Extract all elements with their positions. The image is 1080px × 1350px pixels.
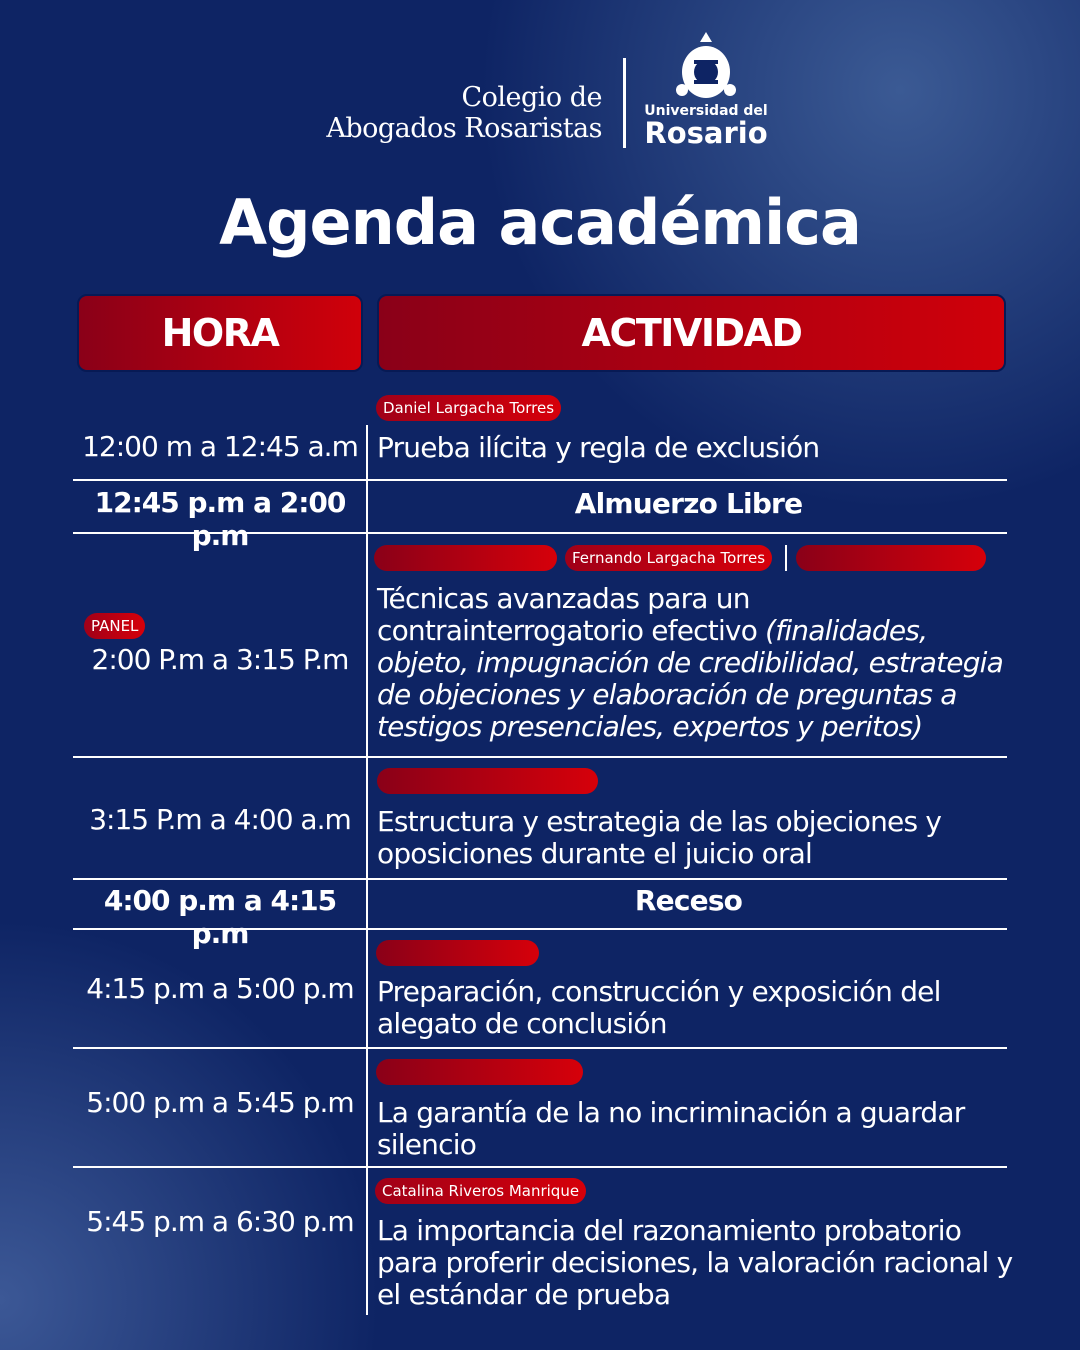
speaker: Catalina Riveros Manrique bbox=[375, 1178, 587, 1204]
org-name: Abogados Rosaristas bbox=[326, 113, 602, 144]
row-line bbox=[73, 479, 1007, 481]
time: 4:15 p.m a 5:00 p.m bbox=[86, 972, 354, 1005]
univ-name: Rosario bbox=[644, 116, 768, 150]
time: 5:45 p.m a 6:30 p.m bbox=[86, 1205, 354, 1238]
activity: Estructura y estrategia de las objecione… bbox=[377, 805, 942, 870]
divider bbox=[623, 58, 626, 148]
tag: PANEL bbox=[84, 613, 146, 639]
row-line bbox=[73, 756, 1007, 758]
activity-text: Técnicas avanzadas para un contrainterro… bbox=[377, 582, 758, 647]
row-line bbox=[73, 878, 1007, 880]
time: 4:00 p.m a 4:15 p.m bbox=[103, 884, 337, 950]
activity: La importancia del razonamiento probator… bbox=[377, 1214, 1013, 1311]
row-line bbox=[73, 928, 1007, 930]
univ-name: Universidad del bbox=[644, 103, 768, 119]
time: 12:45 p.m a 2:00 p.m bbox=[94, 486, 347, 552]
org-name: Colegio de bbox=[461, 82, 602, 113]
redacted bbox=[377, 768, 598, 794]
redacted bbox=[796, 545, 986, 571]
redacted bbox=[376, 940, 539, 966]
column-header: ACTIVIDAD bbox=[377, 294, 1006, 372]
row-line bbox=[73, 1047, 1007, 1049]
logo bbox=[676, 32, 736, 98]
activity: Prueba ilícita y regla de exclusión bbox=[377, 431, 820, 464]
activity: Almuerzo Libre bbox=[574, 487, 803, 520]
row-line bbox=[73, 1166, 1007, 1168]
activity-detail: (finalidades, objeto, impugnación de cre… bbox=[377, 614, 1004, 743]
title: Agenda académica bbox=[219, 186, 862, 259]
activity: Preparación, construcción y exposición d… bbox=[377, 975, 941, 1040]
time: 2:00 P.m a 3:15 P.m bbox=[91, 643, 350, 676]
time: 3:15 P.m a 4:00 a.m bbox=[89, 803, 352, 836]
redacted bbox=[374, 545, 557, 571]
redacted bbox=[376, 1059, 583, 1085]
speaker: Fernando Largacha Torres bbox=[565, 545, 773, 571]
time: 12:00 m a 12:45 a.m bbox=[82, 430, 359, 463]
activity: Receso bbox=[634, 884, 743, 917]
column-divider bbox=[366, 425, 368, 1315]
speaker: Daniel Largacha Torres bbox=[376, 395, 562, 421]
activity: Técnicas avanzadas para un contrainterro… bbox=[377, 583, 1017, 743]
separator bbox=[785, 545, 787, 571]
activity: La garantía de la no incriminación a gua… bbox=[377, 1096, 965, 1161]
column-header: HORA bbox=[77, 294, 363, 372]
row-line bbox=[73, 532, 1007, 534]
time: 5:00 p.m a 5:45 p.m bbox=[86, 1086, 354, 1119]
